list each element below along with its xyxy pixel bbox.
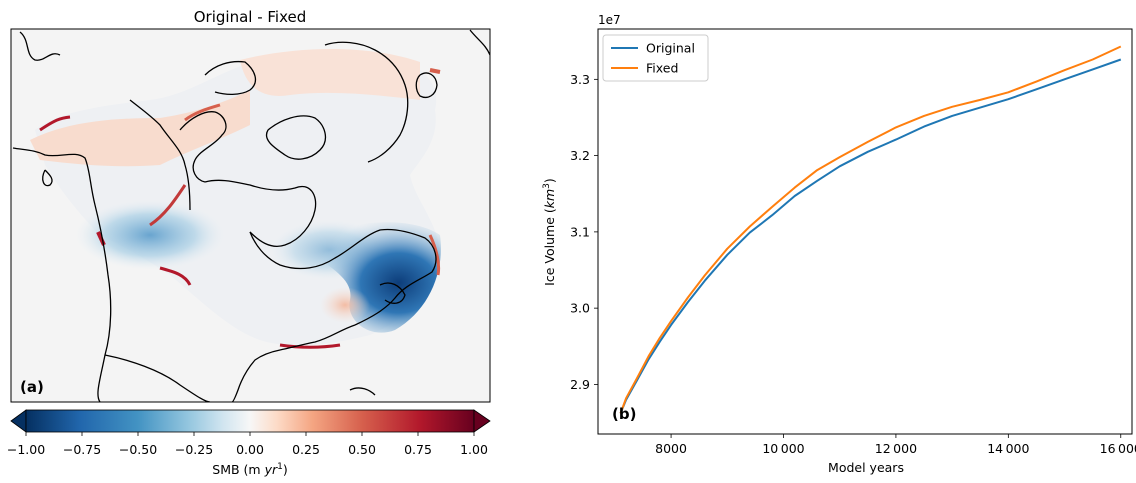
colorbar: −1.00 −0.75 −0.50 −0.25 0.00 0.25 0.50 0.75 1.00… <box>7 409 491 477</box>
colorbar-label: SMB (m yr1) <box>212 462 287 477</box>
x-tick-label: 12 000 <box>875 441 917 456</box>
plot-area <box>597 28 1133 435</box>
colorbar-tick-label: 1.00 <box>460 442 488 457</box>
coastline-mexico <box>104 354 211 402</box>
x-tick-label: 8000 <box>655 441 687 456</box>
smb-difference-field <box>11 29 490 402</box>
negative-anomaly-labrador <box>300 222 441 333</box>
coastline-alaska-north <box>19 31 61 61</box>
colorbar-tick-label: 0.25 <box>292 442 320 457</box>
legend-label-original: Original <box>646 41 695 56</box>
coastline-arctic-islands <box>179 111 227 183</box>
coastline-baffin <box>265 115 327 160</box>
chart-panel-label: (b) <box>612 405 636 423</box>
positive-anomaly-south <box>320 287 370 323</box>
colorbar-extend-min <box>10 409 27 433</box>
map-panel-label: (a) <box>20 378 44 396</box>
colorbar-tick-label: 0.00 <box>236 442 264 457</box>
legend: Original Fixed <box>602 34 709 82</box>
map-title: Original - Fixed <box>194 8 307 26</box>
negative-anomaly-interior <box>75 200 225 270</box>
y-axis-ticks: 2.9 3.0 3.1 3.2 3.3 <box>570 72 598 392</box>
series-line-fixed <box>619 45 1122 414</box>
line-chart-panel: 1e7 8000 10 000 12 000 14 000 16 000 2.9 3.0 3… <box>542 13 1136 475</box>
colorbar-tick-label: 0.50 <box>348 442 376 457</box>
colorbar-gradient <box>25 409 475 433</box>
y-tick-label: 3.0 <box>570 301 590 316</box>
coastline-labrador <box>249 228 437 326</box>
colorbar-tick-label: −0.25 <box>175 442 213 457</box>
map-frame <box>10 28 491 403</box>
y-axis-label: Ice Volume (km3) <box>542 178 557 286</box>
y-tick-label: 3.2 <box>570 148 590 163</box>
coastline-scandinavia <box>469 29 490 56</box>
coastline-hudson-bay <box>204 179 317 247</box>
y-tick-label: 2.9 <box>570 377 590 392</box>
coastlines <box>12 29 490 402</box>
colorbar-tick-label: −1.00 <box>7 442 45 457</box>
coastline-ellesmere <box>204 60 257 96</box>
x-axis-label: Model years <box>828 460 904 475</box>
coastline-caribbean <box>349 387 376 396</box>
map-panel: Original - Fixed <box>10 8 491 403</box>
x-tick-label: 16 000 <box>1100 441 1136 456</box>
coastline-eastern-us <box>231 324 356 402</box>
y-tick-label: 3.3 <box>570 72 590 87</box>
colorbar-tick-label: 0.75 <box>404 442 432 457</box>
coastline-newfoundland <box>379 282 406 304</box>
x-tick-label: 10 000 <box>762 441 804 456</box>
colorbar-tick-label: −0.50 <box>119 442 157 457</box>
coastline-greenland <box>324 41 409 163</box>
x-tick-label: 14 000 <box>987 441 1029 456</box>
y-tick-label: 3.1 <box>570 224 590 239</box>
colorbar-tick-label: −0.75 <box>63 442 101 457</box>
positive-anomaly-west <box>30 90 250 167</box>
legend-label-fixed: Fixed <box>646 61 678 76</box>
series-line-original <box>619 58 1122 414</box>
y-offset-text: 1e7 <box>598 13 621 27</box>
coastline-iceland <box>415 72 438 99</box>
coastline-hudson-west <box>129 99 191 211</box>
x-axis-ticks: 8000 10 000 12 000 14 000 16 000 <box>655 434 1136 456</box>
positive-anomaly-north <box>240 48 420 100</box>
coastline-alaska-island <box>42 169 53 187</box>
colorbar-extend-max <box>473 409 491 433</box>
colorbar-ticks: −1.00 −0.75 −0.50 −0.25 0.00 0.25 0.50 0.75 1.00 <box>7 432 488 457</box>
series-lines <box>619 45 1122 414</box>
legend-box <box>602 34 709 82</box>
